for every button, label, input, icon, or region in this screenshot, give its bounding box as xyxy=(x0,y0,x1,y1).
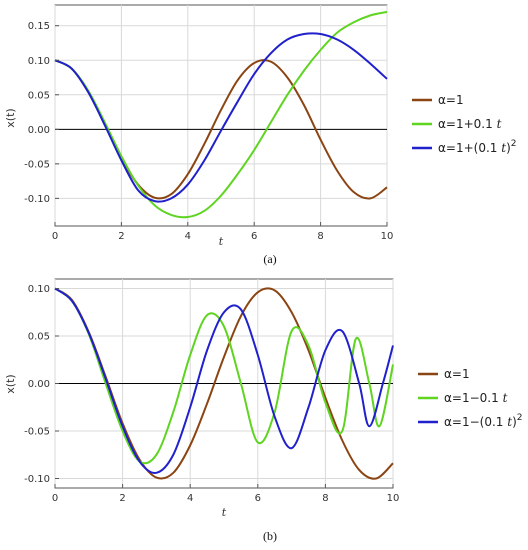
x-tick-label: 6 xyxy=(255,493,261,504)
y-tick-label: 0.05 xyxy=(28,332,50,343)
x-tick-label: 10 xyxy=(387,493,400,504)
x-tick-label: 6 xyxy=(251,231,257,242)
x-axis-label: t xyxy=(219,235,224,248)
series-line-3 xyxy=(54,287,394,474)
panel-label: (b) xyxy=(263,529,277,543)
x-tick-label: 4 xyxy=(185,231,191,242)
legend-entry-3: α=1−(0.1 t)2 xyxy=(444,413,522,429)
x-tick-label: 8 xyxy=(317,231,323,242)
panel-label: (a) xyxy=(263,252,276,266)
y-tick-label: 0.15 xyxy=(28,21,50,32)
y-tick-label: -0.05 xyxy=(24,427,50,438)
y-tick-label: 0.10 xyxy=(28,56,50,67)
y-tick-label: 0.05 xyxy=(28,90,50,101)
legend-entry-2: α=1−0.1 t xyxy=(444,391,508,405)
y-tick-label: 0.10 xyxy=(28,284,50,295)
legend-entry-3: α=1+(0.1 t)2 xyxy=(438,139,516,155)
y-tick-label: -0.10 xyxy=(24,194,50,205)
chart-panel-b: 0.10 0.05 0.00 -0.05 -0.10 0 2 4 6 8 10 x(t) t (b… xyxy=(4,278,522,543)
series-line-2 xyxy=(54,287,394,465)
y-tick-label: -0.05 xyxy=(24,159,50,170)
series-line-2 xyxy=(54,10,388,219)
y-tick-label: 0.00 xyxy=(28,125,50,136)
x-tick-label: 2 xyxy=(118,231,124,242)
legend-entry-1: α=1 xyxy=(444,367,470,381)
y-axis-label: x(t) xyxy=(4,108,17,127)
x-tick-label: 2 xyxy=(119,493,125,504)
x-tick-label: 8 xyxy=(322,493,328,504)
x-tick-label: 0 xyxy=(52,231,58,242)
y-axis-label: x(t) xyxy=(4,374,17,393)
chart-panel-a: 0.150.100.050.00-0.05-0.10 0 2 4 6 8 10 x(t) … xyxy=(4,4,516,266)
x-axis-label: t xyxy=(222,506,227,519)
y-tick-label: -0.10 xyxy=(24,474,50,485)
legend-entry-2: α=1+0.1 t xyxy=(438,117,502,131)
x-tick-label: 0 xyxy=(52,493,58,504)
series-line-3 xyxy=(54,32,388,203)
x-tick-label: 10 xyxy=(381,231,394,242)
plot-frame xyxy=(54,4,388,227)
x-tick-label: 4 xyxy=(187,493,193,504)
y-tick-label: 0.00 xyxy=(28,379,50,390)
legend-entry-1: α=1 xyxy=(438,93,464,107)
